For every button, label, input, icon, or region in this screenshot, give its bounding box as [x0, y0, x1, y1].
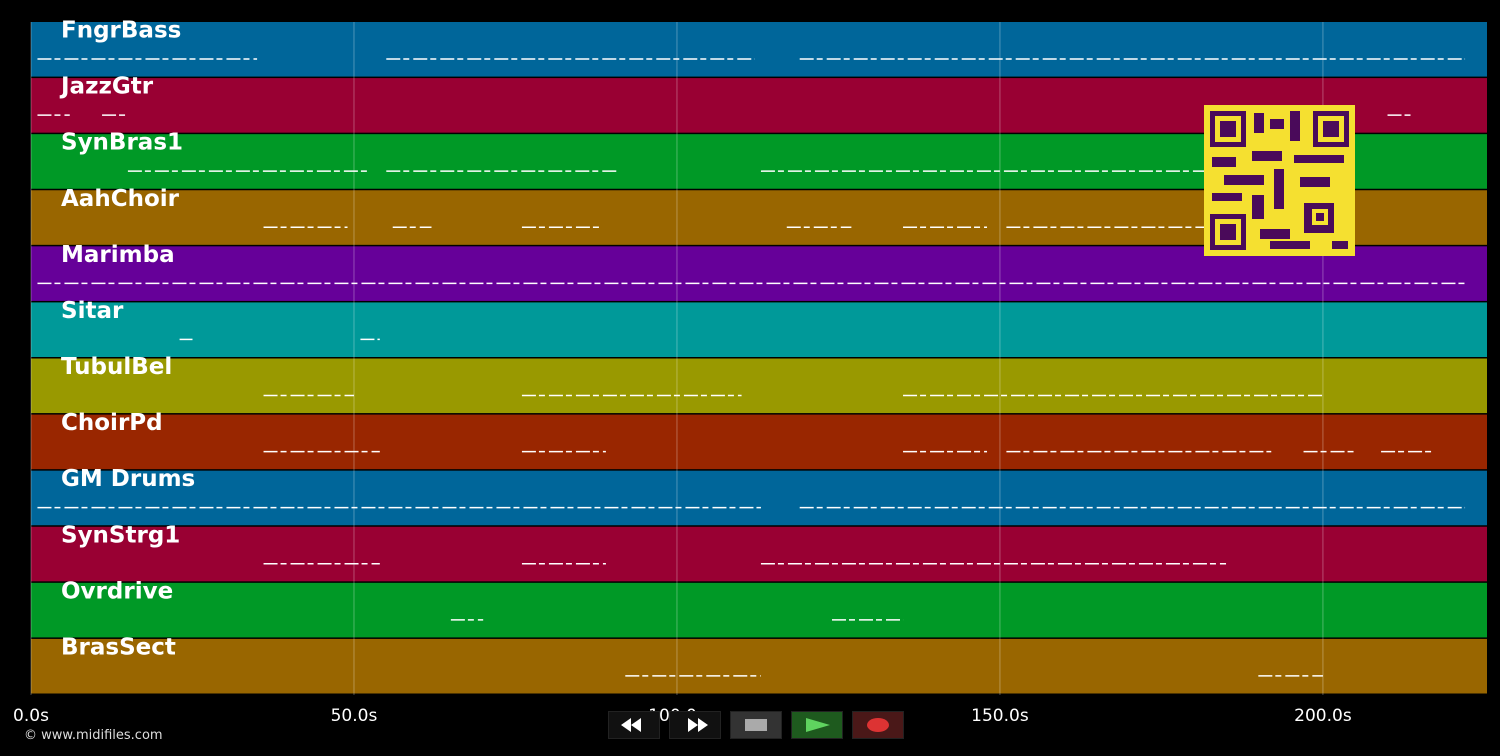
x-tick-label: 150.0s: [971, 706, 1029, 726]
track-lane: [31, 638, 1487, 694]
qr-pattern: [1210, 111, 1349, 250]
rewind-button[interactable]: [608, 711, 660, 739]
track-lane: [31, 358, 1487, 414]
track-name: ChoirPd: [61, 410, 163, 436]
track-lane: [31, 470, 1487, 526]
track-lane: [31, 526, 1487, 582]
track-lane: [31, 414, 1487, 470]
track-name: TubulBel: [61, 354, 172, 380]
track-name: Sitar: [61, 298, 124, 324]
track-lane: [31, 22, 1487, 77]
track-name: AahChoir: [61, 186, 180, 212]
record-button[interactable]: [852, 711, 904, 739]
play-button[interactable]: [791, 711, 843, 739]
footer-credit: © www.midifiles.com: [24, 728, 163, 743]
x-tick-label: 0.0s: [13, 706, 49, 726]
qr-code: [1204, 105, 1355, 256]
track-name: Marimba: [61, 242, 175, 268]
x-tick-label: 50.0s: [331, 706, 378, 726]
track-name: JazzGtr: [59, 74, 154, 100]
track-name: BrasSect: [61, 634, 176, 660]
track-name: FngrBass: [61, 18, 181, 44]
track-name: GM Drums: [61, 466, 195, 492]
stop-button[interactable]: [730, 711, 782, 739]
track-name: Ovrdrive: [61, 578, 173, 604]
track-name: SynBras1: [61, 130, 183, 156]
track-lane: [31, 302, 1487, 357]
track-lane: [31, 582, 1487, 638]
fast-forward-button[interactable]: [669, 711, 721, 739]
x-tick-label: 200.0s: [1294, 706, 1352, 726]
track-name: SynStrg1: [61, 522, 180, 548]
